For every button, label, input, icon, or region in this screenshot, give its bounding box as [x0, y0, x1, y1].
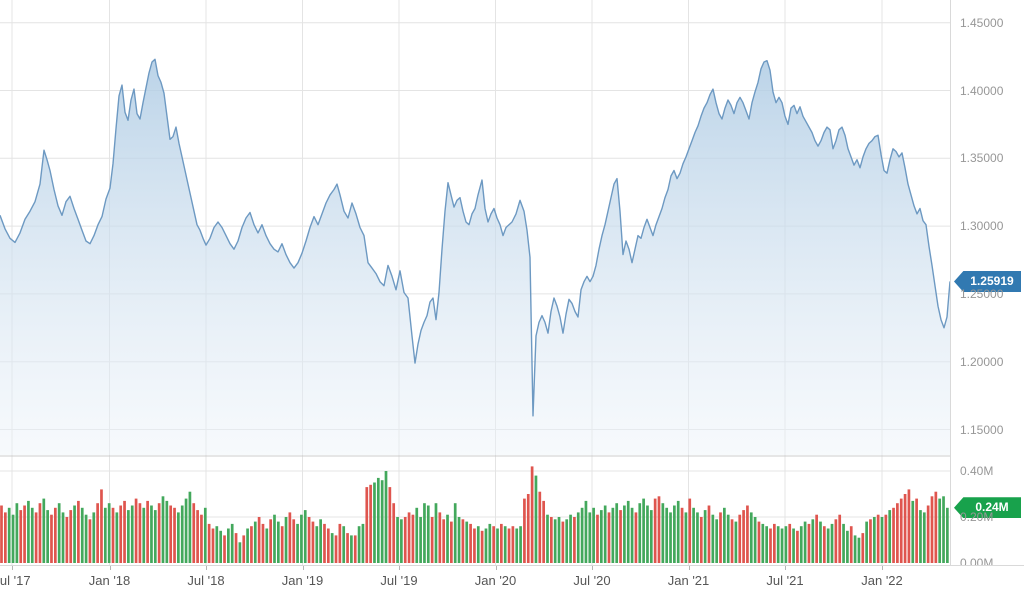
time-tick-mark [12, 566, 13, 570]
time-tick-label: Jan '21 [667, 573, 710, 588]
time-tick-label: Jul '21 [766, 573, 804, 588]
time-tick-mark [399, 566, 400, 570]
time-tick-label: Jan '19 [281, 573, 324, 588]
price-tick-label: 1.40000 [960, 83, 1004, 98]
current-price-badge: 1.25919 [954, 270, 1021, 292]
time-axis[interactable]: Jul '17 Jan '18 Jul '18 Jan '19 Jul '19 Jan '… [0, 565, 1024, 594]
price-tick-label: 1.45000 [960, 15, 1004, 30]
time-tick-label: Jul '18 [187, 573, 225, 588]
time-tick-label: Jan '20 [474, 573, 517, 588]
price-tick-label: 1.35000 [960, 151, 1004, 166]
price-tick-label: 1.30000 [960, 219, 1004, 234]
price-tick-label: 1.20000 [960, 354, 1004, 369]
time-tick-label: Jul '17 [0, 573, 31, 588]
time-tick-label: Jul '19 [380, 573, 418, 588]
time-tick-mark [688, 566, 690, 570]
volume-tick-label: 0.20M [960, 510, 994, 524]
time-tick-label: Jul '20 [573, 573, 611, 588]
price-tick-label: 1.25000 [960, 286, 1004, 301]
price-area-fill [0, 59, 950, 456]
price-volume-chart-canvas[interactable] [0, 0, 950, 565]
volume-bars [0, 466, 949, 563]
price-line [0, 58, 950, 417]
time-tick-label: Jan '18 [88, 573, 131, 588]
time-tick-mark [592, 566, 593, 570]
time-tick-mark [109, 566, 111, 570]
current-volume-badge: 0.24M [954, 497, 1021, 519]
price-axis[interactable]: 1.25919 0.24M 1.45000 1.40000 1.35000 1.300… [950, 0, 1024, 594]
price-tick-label: 1.15000 [960, 422, 1004, 437]
chart-plot-area[interactable] [0, 0, 950, 565]
time-tick-mark [302, 566, 304, 570]
time-tick-mark [882, 566, 883, 570]
time-tick-mark [206, 566, 207, 570]
time-tick-label: Jan '22 [861, 573, 903, 588]
time-tick-mark [785, 566, 786, 570]
time-tick-mark [495, 566, 497, 570]
volume-tick-label: 0.40M [960, 464, 994, 478]
